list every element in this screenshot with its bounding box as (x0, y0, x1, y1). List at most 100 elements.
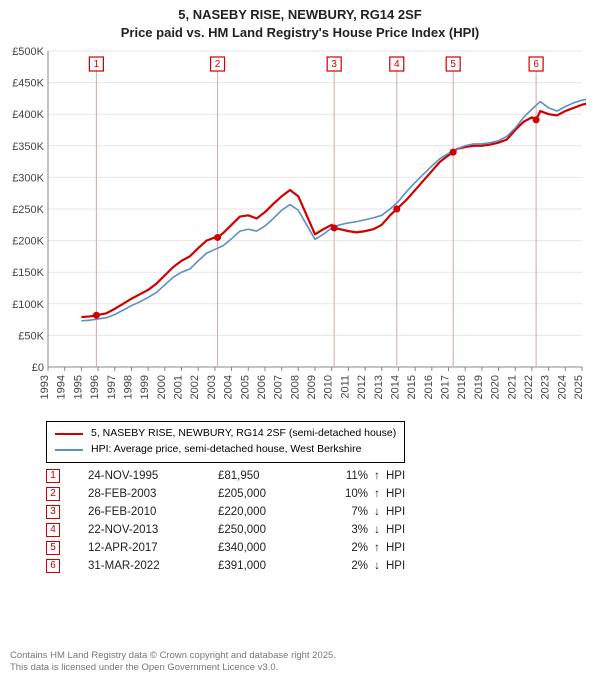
svg-text:£100K: £100K (12, 299, 44, 311)
sale-marker-icon: 3 (46, 505, 60, 519)
sale-price: £220,000 (218, 506, 328, 518)
sale-price: £81,950 (218, 470, 328, 482)
svg-text:1: 1 (94, 59, 100, 70)
sale-row: 512-APR-2017£340,0002%↑HPI (46, 541, 590, 555)
svg-text:1999: 1999 (139, 375, 151, 399)
sale-marker-icon: 5 (46, 541, 60, 555)
attribution-footer: Contains HM Land Registry data © Crown c… (10, 650, 336, 674)
svg-text:£150K: £150K (12, 267, 44, 279)
svg-text:1998: 1998 (122, 375, 134, 399)
svg-text:2001: 2001 (173, 375, 185, 399)
legend-swatch (55, 433, 83, 435)
sale-date: 24-NOV-1995 (88, 470, 218, 482)
sale-price: £391,000 (218, 560, 328, 572)
sale-marker-icon: 4 (46, 523, 60, 537)
legend-label: HPI: Average price, semi-detached house,… (91, 442, 361, 458)
sales-table: 124-NOV-1995£81,95011%↑HPI228-FEB-2003£2… (46, 469, 590, 573)
title-line-1: 5, NASEBY RISE, NEWBURY, RG14 2SF (10, 6, 590, 24)
svg-text:£50K: £50K (18, 330, 44, 342)
sale-date: 22-NOV-2013 (88, 524, 218, 536)
legend-label: 5, NASEBY RISE, NEWBURY, RG14 2SF (semi-… (91, 426, 396, 442)
sale-pct: 3% (328, 524, 368, 536)
sale-pct: 11% (328, 470, 368, 482)
svg-text:2016: 2016 (423, 375, 435, 399)
svg-text:6: 6 (533, 59, 539, 70)
sale-arrow-icon: ↓ (368, 506, 386, 518)
svg-text:2020: 2020 (490, 375, 502, 399)
legend-item: 5, NASEBY RISE, NEWBURY, RG14 2SF (semi-… (55, 426, 396, 442)
svg-text:3: 3 (331, 59, 337, 70)
svg-text:2019: 2019 (473, 375, 485, 399)
svg-text:2004: 2004 (223, 375, 235, 399)
sale-row: 631-MAR-2022£391,0002%↓HPI (46, 559, 590, 573)
svg-text:£450K: £450K (12, 78, 44, 90)
svg-text:2006: 2006 (256, 375, 268, 399)
svg-text:2005: 2005 (239, 375, 251, 399)
sale-arrow-icon: ↑ (368, 470, 386, 482)
svg-text:2: 2 (215, 59, 221, 70)
footer-line-2: This data is licensed under the Open Gov… (10, 662, 336, 674)
svg-text:1996: 1996 (89, 375, 101, 399)
sale-marker-icon: 6 (46, 559, 60, 573)
svg-text:2023: 2023 (540, 375, 552, 399)
svg-text:2012: 2012 (356, 375, 368, 399)
sale-price: £205,000 (218, 488, 328, 500)
svg-text:2024: 2024 (556, 375, 568, 399)
svg-text:2021: 2021 (506, 375, 518, 399)
svg-text:1994: 1994 (56, 375, 68, 399)
footer-line-1: Contains HM Land Registry data © Crown c… (10, 650, 336, 662)
sale-date: 12-APR-2017 (88, 542, 218, 554)
sale-row: 1 24-NOV-1995£81,95011%↑HPI (46, 469, 590, 483)
svg-text:2015: 2015 (406, 375, 418, 399)
svg-text:2002: 2002 (189, 375, 201, 399)
svg-text:2022: 2022 (523, 375, 535, 399)
sale-hpi-label: HPI (386, 470, 426, 482)
sale-hpi-label: HPI (386, 560, 426, 572)
sale-pct: 10% (328, 488, 368, 500)
sale-pct: 2% (328, 560, 368, 572)
svg-text:£200K: £200K (12, 236, 44, 248)
sale-date: 28-FEB-2003 (88, 488, 218, 500)
svg-text:2000: 2000 (156, 375, 168, 399)
sale-row: 3 26-FEB-2010£220,0007%↓HPI (46, 505, 590, 519)
svg-text:2008: 2008 (289, 375, 301, 399)
sale-arrow-icon: ↓ (368, 524, 386, 536)
svg-text:2009: 2009 (306, 375, 318, 399)
svg-text:£250K: £250K (12, 204, 44, 216)
svg-text:£0: £0 (32, 362, 44, 374)
sale-row: 2 28-FEB-2003£205,00010%↑HPI (46, 487, 590, 501)
sale-date: 26-FEB-2010 (88, 506, 218, 518)
price-chart: £0 £50K £100K £150K £200K £250K £300K £350K £400… (6, 47, 586, 417)
svg-text:£500K: £500K (12, 47, 44, 58)
sale-marker-icon: 2 (46, 487, 60, 501)
sale-arrow-icon: ↑ (368, 488, 386, 500)
sale-price: £250,000 (218, 524, 328, 536)
svg-text:£350K: £350K (12, 141, 44, 153)
sale-row: 4 22-NOV-2013£250,0003%↓HPI (46, 523, 590, 537)
chart-title-block: 5, NASEBY RISE, NEWBURY, RG14 2SF Price … (0, 0, 600, 43)
svg-text:2017: 2017 (440, 375, 452, 399)
svg-text:2011: 2011 (339, 375, 351, 399)
sale-marker-icon: 1 (46, 469, 60, 483)
svg-text:2013: 2013 (373, 375, 385, 399)
sale-hpi-label: HPI (386, 506, 426, 518)
svg-text:£300K: £300K (12, 172, 44, 184)
sale-hpi-label: HPI (386, 524, 426, 536)
svg-text:£400K: £400K (12, 109, 44, 121)
svg-text:2007: 2007 (273, 375, 285, 399)
svg-text:4: 4 (394, 59, 400, 70)
legend-item: HPI: Average price, semi-detached house,… (55, 442, 396, 458)
sale-hpi-label: HPI (386, 488, 426, 500)
legend: 5, NASEBY RISE, NEWBURY, RG14 2SF (semi-… (46, 421, 405, 463)
svg-text:2010: 2010 (323, 375, 335, 399)
svg-text:2014: 2014 (389, 375, 401, 399)
svg-text:2018: 2018 (456, 375, 468, 399)
svg-text:5: 5 (450, 59, 456, 70)
sale-pct: 2% (328, 542, 368, 554)
sale-price: £340,000 (218, 542, 328, 554)
legend-swatch (55, 449, 83, 451)
sale-hpi-label: HPI (386, 542, 426, 554)
svg-text:1995: 1995 (72, 375, 84, 399)
svg-text:1993: 1993 (39, 375, 51, 399)
sale-pct: 7% (328, 506, 368, 518)
